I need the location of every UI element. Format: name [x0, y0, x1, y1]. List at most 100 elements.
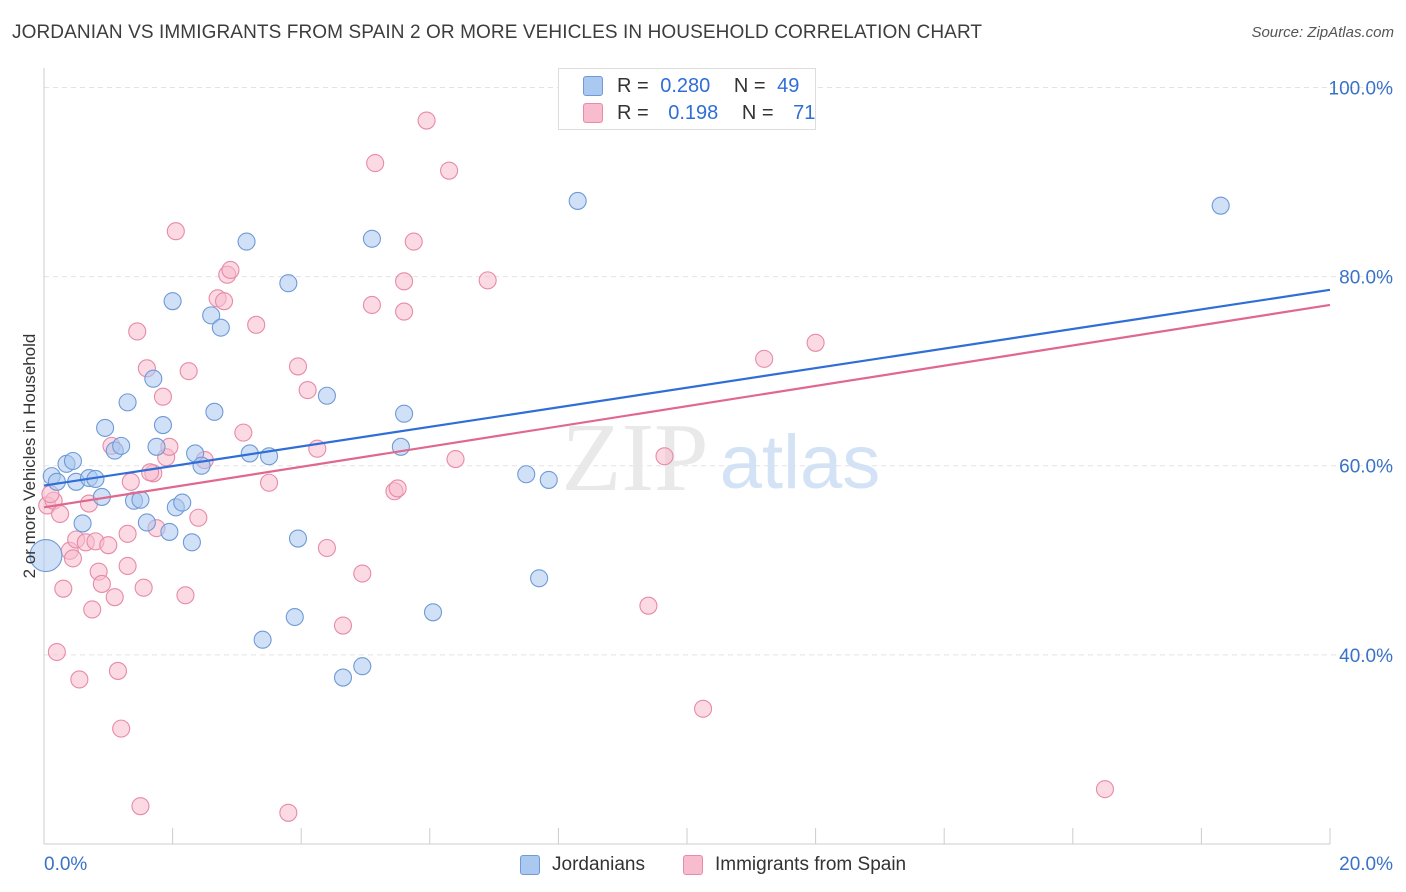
point-spain — [99, 536, 118, 555]
point-spain — [83, 600, 102, 619]
point-spain — [353, 564, 372, 583]
point-jordanian — [317, 386, 336, 405]
point-jordanian — [202, 306, 221, 325]
point-jordanian — [288, 529, 308, 548]
point-spain — [806, 333, 825, 352]
point-spain — [63, 549, 82, 568]
y-tick-label: 80.0% — [1339, 268, 1393, 289]
y-tick-label: 40.0% — [1339, 646, 1393, 667]
point-spain — [131, 797, 150, 816]
point-jordanian — [362, 229, 381, 248]
axes — [43, 68, 1331, 845]
n-value: 71 — [793, 101, 816, 124]
grid-lines — [44, 86, 1392, 656]
point-jordanian — [63, 451, 82, 471]
point-spain — [234, 423, 253, 442]
legend-swatch-jordanians — [520, 855, 540, 875]
trend-lines — [43, 288, 1331, 509]
point-spain — [317, 538, 336, 558]
watermark-atlas: atlas — [720, 420, 881, 505]
point-jordanian — [112, 436, 131, 455]
point-spain — [279, 803, 298, 822]
point-spain — [92, 574, 111, 593]
point-jordanian — [29, 539, 63, 573]
point-spain — [166, 222, 185, 241]
point-jordanian — [73, 514, 92, 533]
point-jordanian — [160, 522, 179, 541]
point-spain — [176, 586, 195, 605]
point-spain — [395, 272, 414, 291]
point-spain — [404, 232, 423, 251]
r-value: 0.280 — [660, 74, 711, 97]
x-tick-label: 0.0% — [44, 854, 87, 875]
point-spain — [1095, 780, 1114, 799]
n-label: N = — [733, 74, 766, 97]
point-spain — [366, 154, 385, 173]
point-spain — [395, 302, 414, 321]
point-spain — [141, 463, 160, 482]
point-jordanian — [96, 418, 115, 437]
point-spain — [440, 161, 459, 180]
point-spain — [247, 315, 266, 334]
point-jordanian — [279, 274, 298, 293]
point-spain — [179, 362, 198, 381]
point-jordanian — [539, 470, 558, 489]
legend-swatch-blue — [583, 76, 603, 96]
n-label: N = — [741, 101, 774, 124]
y-tick-label: 100.0% — [1329, 78, 1394, 99]
point-spain — [214, 292, 234, 311]
correlation-legend: R = 0.280 N = 49 R = 0.198 N = 71 — [558, 68, 816, 130]
legend-item-jordanians[interactable]: Jordanians — [520, 852, 645, 878]
point-jordanian — [147, 437, 166, 456]
point-jordanian — [163, 292, 182, 311]
legend-label-jordanians: Jordanians — [552, 854, 645, 875]
point-jordanian — [182, 533, 201, 552]
y-axis-label: 2 or more Vehicles in Household — [20, 333, 39, 579]
legend-swatch-pink — [583, 103, 603, 123]
point-spain — [128, 322, 147, 341]
point-spain — [108, 661, 127, 680]
point-jordanian — [253, 630, 272, 649]
point-spain — [388, 479, 407, 498]
point-jordanian — [205, 402, 224, 421]
r-value: 0.198 — [668, 101, 719, 124]
point-spain — [221, 260, 240, 280]
point-jordanian — [237, 232, 256, 251]
point-jordanian — [285, 607, 304, 627]
series-legend: Jordanians Immigrants from Spain — [0, 852, 1406, 878]
point-spain — [655, 447, 674, 466]
point-spain — [694, 699, 713, 718]
point-spain — [70, 670, 89, 689]
trend-line — [43, 288, 1331, 487]
point-spain — [639, 596, 658, 615]
legend-swatch-spain — [683, 855, 703, 875]
point-jordanian — [153, 416, 173, 435]
chart-title: JORDANIAN VS IMMIGRANTS FROM SPAIN 2 OR … — [12, 22, 983, 43]
watermark-zip: ZIP — [562, 404, 709, 512]
point-spain — [259, 473, 279, 492]
point-spain — [417, 111, 436, 130]
legend-label-spain: Immigrants from Spain — [715, 854, 907, 875]
legend-item-spain[interactable]: Immigrants from Spain — [683, 852, 906, 878]
x-tick-label: 20.0% — [1339, 854, 1393, 875]
point-spain — [118, 556, 137, 576]
r-label: R = — [617, 101, 649, 124]
tick-labels: 40.0% 60.0% 80.0% 100.0% 0.0% 20.0% — [44, 78, 1393, 875]
point-jordanian — [144, 369, 163, 388]
r-label: R = — [617, 74, 649, 97]
point-spain — [288, 357, 308, 376]
point-spain — [153, 387, 173, 406]
point-jordanian — [395, 404, 414, 423]
point-spain — [446, 450, 465, 469]
point-spain — [333, 616, 353, 635]
source-label: Source: ZipAtlas.com — [1251, 24, 1394, 41]
point-spain — [105, 588, 124, 607]
trend-line — [43, 303, 1331, 509]
point-jordanian — [423, 603, 443, 622]
point-spain — [478, 271, 497, 290]
point-jordanian — [173, 493, 192, 512]
point-spain — [118, 524, 137, 543]
point-jordanian — [353, 657, 372, 676]
point-spain — [51, 504, 70, 524]
